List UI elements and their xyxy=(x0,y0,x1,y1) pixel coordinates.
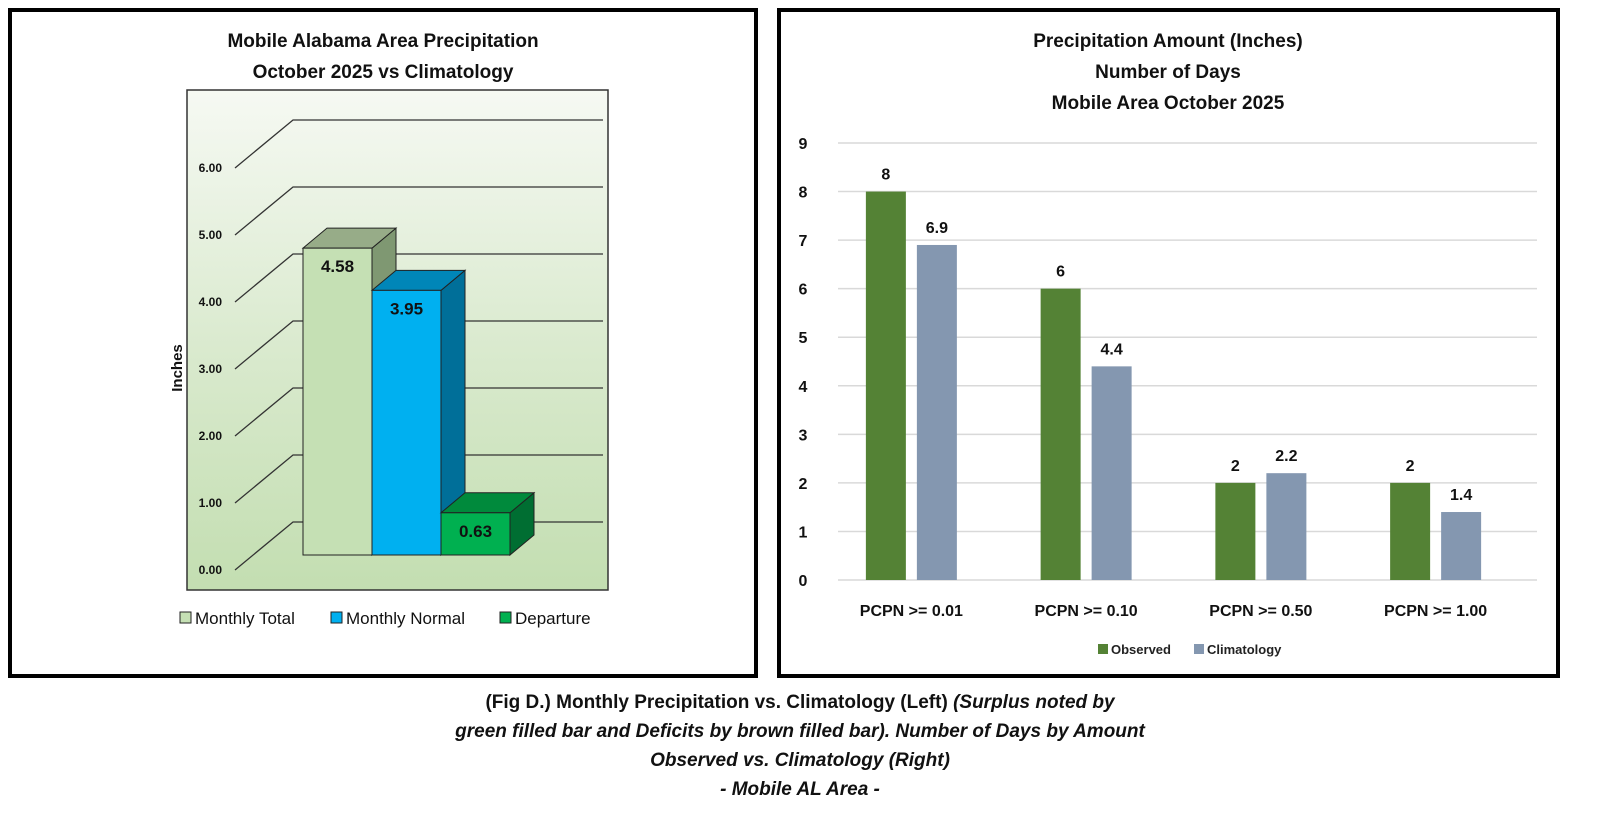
caption-line1: (Fig D.) Monthly Precipitation vs. Clima… xyxy=(0,688,1600,717)
right-bar-data-label: 2.2 xyxy=(1275,448,1297,465)
legend-label: Climatology xyxy=(1207,642,1282,657)
right-legend-item: Climatology xyxy=(1194,642,1282,657)
right-y-tick-label: 5 xyxy=(799,330,808,347)
right-bar-observed xyxy=(1390,482,1431,580)
caption-line1-italic: (Surplus noted by xyxy=(953,692,1115,713)
left-y-tick-label: 0.00 xyxy=(199,563,223,577)
right-bar-climatology xyxy=(1441,512,1482,580)
right-bar-data-label: 8 xyxy=(881,167,890,184)
right-category-group: 6 4.4 PCPN >= 0.10 xyxy=(1035,264,1138,620)
right-y-tick-label: 3 xyxy=(799,427,808,444)
right-bar-data-label: 6.9 xyxy=(926,220,948,237)
right-bar-data-label: 2 xyxy=(1406,458,1415,475)
legend-swatch xyxy=(179,611,192,624)
right-x-tick-label: PCPN >= 0.01 xyxy=(860,603,963,620)
right-chart-title-line1: Precipitation Amount (Inches) xyxy=(1033,31,1303,52)
right-bar-climatology xyxy=(916,244,957,580)
left-gridline xyxy=(234,119,603,169)
legend-label: Monthly Total xyxy=(195,609,295,628)
left-bar-monthly-normal: 3.95 xyxy=(370,269,467,557)
right-chart-title-line2: Number of Days xyxy=(1095,62,1241,83)
left-bar-departure: 0.63 xyxy=(439,491,536,557)
left-y-tick-label: 3.00 xyxy=(199,362,223,376)
right-bar-observed xyxy=(1215,482,1256,580)
right-bar-data-label: 6 xyxy=(1056,264,1065,281)
right-bar-data-label: 1.4 xyxy=(1450,487,1472,504)
right-bar-data-label: 2 xyxy=(1231,458,1240,475)
right-y-tick-label: 7 xyxy=(799,233,808,250)
left-chart-title-line1: Mobile Alabama Area Precipitation xyxy=(227,31,538,52)
legend-label: Observed xyxy=(1111,642,1171,657)
right-bar-data-label: 4.4 xyxy=(1101,341,1123,358)
left-legend-item: Monthly Normal xyxy=(330,609,465,628)
legend-label: Monthly Normal xyxy=(346,609,465,628)
right-x-tick-label: PCPN >= 0.10 xyxy=(1035,603,1138,620)
left-y-tick-label: 4.00 xyxy=(199,295,223,309)
left-y-tick-label: 6.00 xyxy=(199,161,223,175)
left-gridline xyxy=(234,387,603,437)
left-legend-item: Departure xyxy=(499,609,591,628)
caption-line1-plain: (Fig D.) Monthly Precipitation vs. Clima… xyxy=(485,692,954,713)
right-category-group: 2 2.2 PCPN >= 0.50 xyxy=(1209,448,1312,620)
left-chart-title-line2: October 2025 vs Climatology xyxy=(253,62,514,83)
legend-swatch xyxy=(330,611,343,624)
right-y-tick-label: 8 xyxy=(799,185,808,202)
left-y-tick-label: 2.00 xyxy=(199,429,223,443)
left-y-axis-label: Inches xyxy=(169,344,186,392)
bar-front-face xyxy=(440,512,511,556)
right-x-tick-label: PCPN >= 0.50 xyxy=(1209,603,1312,620)
caption-line2: green filled bar and Deficits by brown f… xyxy=(455,721,1145,742)
caption-line4: - Mobile AL Area - xyxy=(720,779,880,800)
figure-caption: (Fig D.) Monthly Precipitation vs. Clima… xyxy=(0,688,1600,804)
legend-label: Departure xyxy=(515,609,591,628)
caption-line3: Observed vs. Climatology (Right) xyxy=(650,750,950,771)
right-y-tick-label: 1 xyxy=(799,524,808,541)
right-bar-observed xyxy=(865,191,906,581)
right-y-tick-label: 6 xyxy=(799,282,808,299)
right-y-tick-label: 2 xyxy=(799,476,808,493)
right-y-tick-label: 0 xyxy=(799,573,808,590)
left-bar-data-label: 3.95 xyxy=(390,299,423,318)
left-gridline xyxy=(234,186,603,236)
left-gridline xyxy=(234,320,603,370)
right-x-tick-label: PCPN >= 1.00 xyxy=(1384,603,1487,620)
left-bar-data-label: 4.58 xyxy=(321,257,354,276)
right-y-tick-label: 9 xyxy=(799,136,808,153)
left-y-tick-label: 1.00 xyxy=(199,496,223,510)
bar-front-face xyxy=(302,247,373,556)
right-category-group: 8 6.9 PCPN >= 0.01 xyxy=(860,167,963,620)
left-gridline xyxy=(234,253,603,303)
left-y-tick-label: 5.00 xyxy=(199,228,223,242)
legend-swatch xyxy=(1194,644,1204,654)
right-legend-item: Observed xyxy=(1098,642,1171,657)
right-bar-climatology xyxy=(1091,366,1132,580)
left-legend-item: Monthly Total xyxy=(179,609,295,628)
left-gridline xyxy=(234,454,603,504)
right-bar-climatology xyxy=(1266,473,1307,580)
left-bar-data-label: 0.63 xyxy=(459,522,492,541)
right-category-group: 2 1.4 PCPN >= 1.00 xyxy=(1384,458,1487,620)
right-y-tick-label: 4 xyxy=(799,379,808,396)
legend-swatch xyxy=(499,611,512,624)
right-chart-title-line3: Mobile Area October 2025 xyxy=(1052,93,1285,114)
legend-swatch xyxy=(1098,644,1108,654)
bar-front-face xyxy=(371,289,442,556)
right-bar-observed xyxy=(1040,288,1081,580)
